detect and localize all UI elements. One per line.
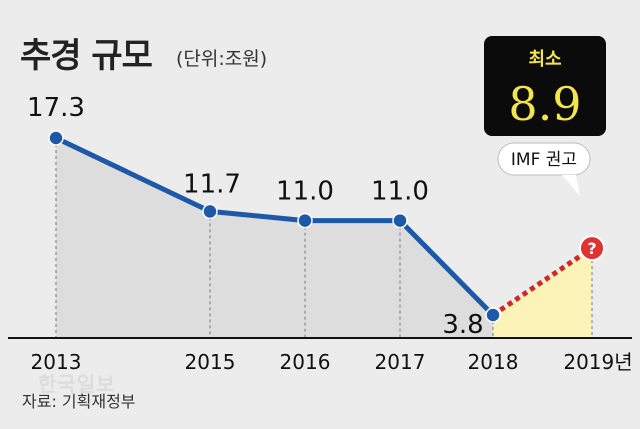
- question-icon: [579, 235, 605, 262]
- area-layer: [56, 138, 592, 338]
- x-tick-label: 2015: [185, 350, 236, 374]
- data-label: 3.8: [442, 310, 483, 340]
- data-point: [202, 203, 218, 220]
- unit-label: (단위:조원): [176, 48, 268, 70]
- chart-title: 추경 규모: [20, 36, 153, 76]
- callout-box: [484, 36, 606, 136]
- projection-area: [493, 248, 592, 338]
- x-tick-label: 2017: [375, 350, 426, 374]
- x-tick-label: 2019년: [563, 350, 632, 374]
- data-area: [56, 138, 493, 338]
- guide-layer: [55, 138, 593, 338]
- projection-line: [491, 246, 594, 318]
- callout: 최소 8.9 IMF 권고: [484, 36, 606, 196]
- data-label: 11.7: [183, 169, 241, 199]
- watermark: 한국일보: [38, 372, 116, 396]
- tick-layer: 2013 2015 2016 2017 2018 2019년: [31, 350, 633, 374]
- source-note: 자료: 기획재정부: [22, 392, 136, 411]
- question-mark: ?: [587, 239, 596, 258]
- marker-layer: ?: [48, 130, 605, 323]
- x-tick-label: 2016: [280, 350, 331, 374]
- note-bubble: [497, 142, 591, 176]
- callout-value: 8.9: [508, 77, 581, 131]
- data-label: 11.0: [371, 177, 429, 207]
- note-pointer: [562, 175, 580, 196]
- label-layer: 17.3 11.7 11.0 11.0 3.8: [27, 93, 484, 340]
- data-point: [48, 130, 64, 146]
- x-tick-label: 2018: [468, 350, 519, 374]
- data-point: [485, 307, 501, 323]
- data-point: [392, 212, 408, 229]
- callout-title: 최소: [528, 49, 561, 70]
- data-label: 17.3: [27, 93, 85, 123]
- data-point: [297, 212, 313, 229]
- x-tick-label: 2013: [31, 350, 82, 374]
- callout-note: IMF 권고: [511, 150, 577, 170]
- data-label: 11.0: [276, 177, 334, 207]
